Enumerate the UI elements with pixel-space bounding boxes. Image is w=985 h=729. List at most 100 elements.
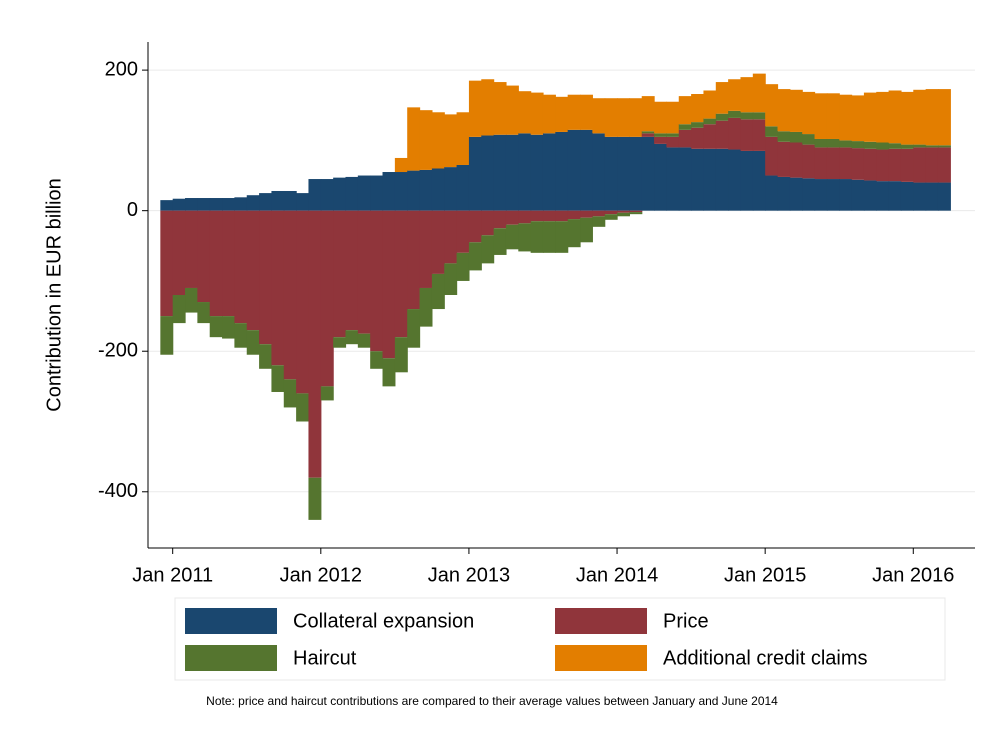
area-segment [567,210,581,220]
area-segment [333,337,347,348]
area-segment [468,80,482,137]
area-segment [765,175,779,211]
area-segment [777,89,791,132]
area-segment [851,95,865,142]
area-segment [740,112,754,120]
area-segment [407,107,421,171]
area-segment [197,302,211,324]
area-segment [518,91,532,134]
area-segment [925,182,939,211]
area-segment [542,210,556,222]
area-segment [345,210,359,331]
area-segment [530,221,544,253]
area-segment [678,147,692,211]
area-segment [678,129,692,148]
area-segment [752,150,766,211]
area-segment [617,98,630,137]
area-segment [444,210,458,264]
legend-label: Collateral expansion [293,610,474,632]
area-segment [431,168,445,211]
area-segment [715,82,729,114]
x-tick-label: Jan 2016 [872,564,954,586]
area-segment [431,210,445,274]
area-segment [888,90,902,144]
area-segment [419,110,433,170]
area-segment [431,273,445,310]
area-segment [493,210,507,229]
area-segment [283,379,297,408]
area-segment [456,210,470,253]
area-segment [431,112,445,169]
area-segment [481,235,495,264]
area-segment [789,142,803,178]
x-tick-label: Jan 2011 [132,564,213,586]
area-segment [382,210,396,359]
area-segment [925,145,939,148]
area-segment [888,143,902,149]
legend-label: Additional credit claims [663,647,868,669]
area-segment [876,181,890,211]
area-segment [456,252,470,281]
note: Note: price and haircut contributions ar… [206,694,778,708]
area-segment [900,91,914,145]
area-segment [876,91,890,143]
area-segment [555,210,569,222]
area-segment [160,210,174,317]
area-segment [172,295,186,324]
area-segment [209,316,223,338]
area-segment [789,89,803,132]
area-segment [222,198,236,211]
area-segment [715,113,729,121]
area-segment [444,167,458,211]
area-segment [888,148,902,182]
area-segment [740,77,754,113]
area-segment [407,309,421,348]
area-segment [530,92,544,135]
area-segment [789,131,803,143]
area-segment [542,221,556,253]
area-segment [172,210,186,295]
area-segment [296,393,310,422]
area-segment [320,210,334,387]
area-segment [765,126,779,137]
area-segment [826,179,840,211]
area-segment [185,210,198,288]
area-segment [654,133,668,137]
area-segment [592,98,606,134]
area-segment [296,193,310,211]
area-segment [654,136,668,144]
area-segment [271,190,285,211]
area-segment [913,144,927,148]
area-segment [629,210,643,213]
area-segment [333,177,347,211]
area-segment [851,179,865,211]
area-segment [567,219,581,248]
area-segment [555,131,569,211]
area-segment [481,210,495,236]
area-segment [629,98,643,137]
area-segment [851,148,865,180]
area-segment [542,94,556,134]
area-segment [641,96,655,132]
area-segment [234,323,248,348]
area-segment [863,92,877,142]
area-segment [641,136,655,211]
area-segment [728,110,742,118]
area-segment [826,93,840,139]
area-segment [246,330,260,355]
x-tick-label: Jan 2013 [428,564,510,586]
area-segment [937,182,951,211]
area-segment [826,138,840,148]
area-segment [505,85,519,135]
area-segment [419,169,433,211]
area-segment [555,96,569,132]
area-segment [925,89,939,146]
area-segment [468,136,482,211]
area-segment [666,133,680,137]
area-segment [394,210,408,338]
area-segment [666,147,680,211]
area-segment [604,210,618,215]
area-segment [185,198,198,211]
area-segment [419,210,433,288]
